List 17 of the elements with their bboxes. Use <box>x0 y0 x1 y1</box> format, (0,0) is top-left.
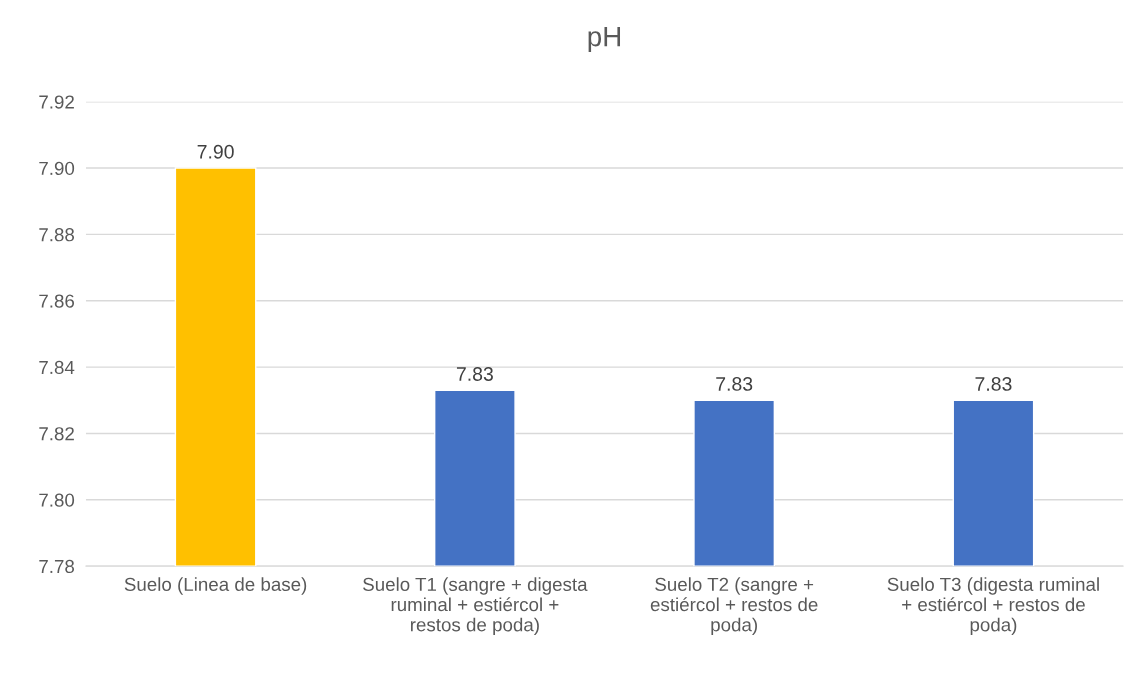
x-tick-label: Suelo T3 (digesta ruminal + estiércol + restos de poda) <box>887 577 1099 636</box>
x-tick-label: Suelo T2 (sangre + estiércol + restos de poda) <box>650 577 818 636</box>
y-tick-label: 7.82 <box>39 427 74 441</box>
chart-title: pH <box>588 27 620 52</box>
x-tick-label: Suelo (Linea de base) <box>124 577 307 595</box>
y-tick-label: 7.88 <box>39 228 75 242</box>
y-tick-label: 7.90 <box>39 161 75 176</box>
data-label: 7.90 <box>197 144 234 159</box>
y-tick-label: 7.80 <box>39 493 75 507</box>
y-tick-label: 7.78 <box>39 559 75 574</box>
y-tick-label: 7.86 <box>39 294 75 308</box>
y-tick-label: 7.92 <box>39 95 74 109</box>
data-label: 7.83 <box>716 377 753 391</box>
data-label: 7.83 <box>456 367 493 381</box>
x-tick-label: Suelo T1 (sangre + digesta ruminal + estiércol + restos de poda) <box>363 577 588 636</box>
y-tick-label: 7.84 <box>39 360 75 375</box>
data-label: 7.83 <box>975 377 1012 391</box>
